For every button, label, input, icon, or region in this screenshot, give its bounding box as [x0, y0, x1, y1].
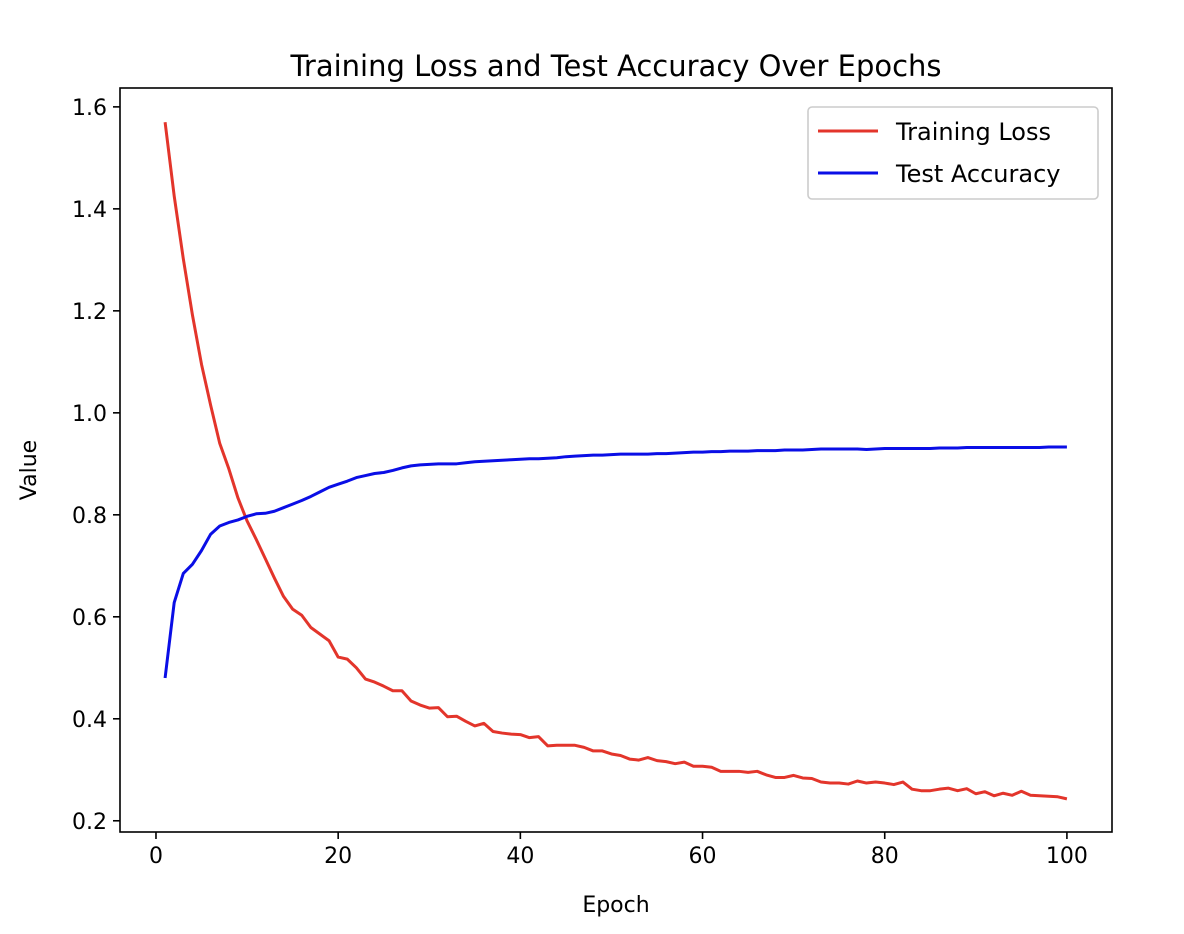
- x-tick-label: 80: [871, 844, 899, 869]
- y-tick-label: 0.4: [72, 708, 107, 733]
- y-axis-label: Value: [17, 440, 42, 500]
- x-tick-label: 40: [506, 844, 534, 869]
- legend-box: [807, 106, 1099, 200]
- y-axis-ticks: 0.2 0.4 0.6 0.8 1.0 1.2 1.4 1.6: [72, 96, 120, 835]
- y-tick-label: 1.6: [72, 96, 107, 121]
- series-line-training-loss: [163, 121, 1068, 801]
- x-tick-label: 100: [1046, 844, 1088, 869]
- y-tick-label: 0.6: [72, 606, 107, 631]
- x-tick-label: 20: [324, 844, 352, 869]
- legend: Training Loss Test Accuracy: [807, 106, 1099, 200]
- legend-label: Test Accuracy: [895, 160, 1060, 188]
- y-tick-label: 1.2: [72, 300, 107, 325]
- chart-title: Training Loss and Test Accuracy Over Epo…: [289, 49, 941, 83]
- x-tick-label: 0: [149, 844, 163, 869]
- series-line-test-accuracy: [163, 445, 1067, 679]
- y-tick-label: 1.0: [72, 402, 107, 427]
- x-axis-ticks: 0 20 40 60 80 100: [149, 832, 1088, 869]
- legend-label: Training Loss: [895, 118, 1051, 146]
- x-tick-label: 60: [689, 844, 717, 869]
- y-tick-label: 1.4: [72, 198, 107, 223]
- y-tick-label: 0.8: [72, 504, 107, 529]
- plot-frame: [119, 87, 1113, 833]
- plot-lines: [163, 121, 1068, 801]
- y-tick-label: 0.2: [72, 810, 107, 835]
- x-axis-label: Epoch: [582, 893, 649, 918]
